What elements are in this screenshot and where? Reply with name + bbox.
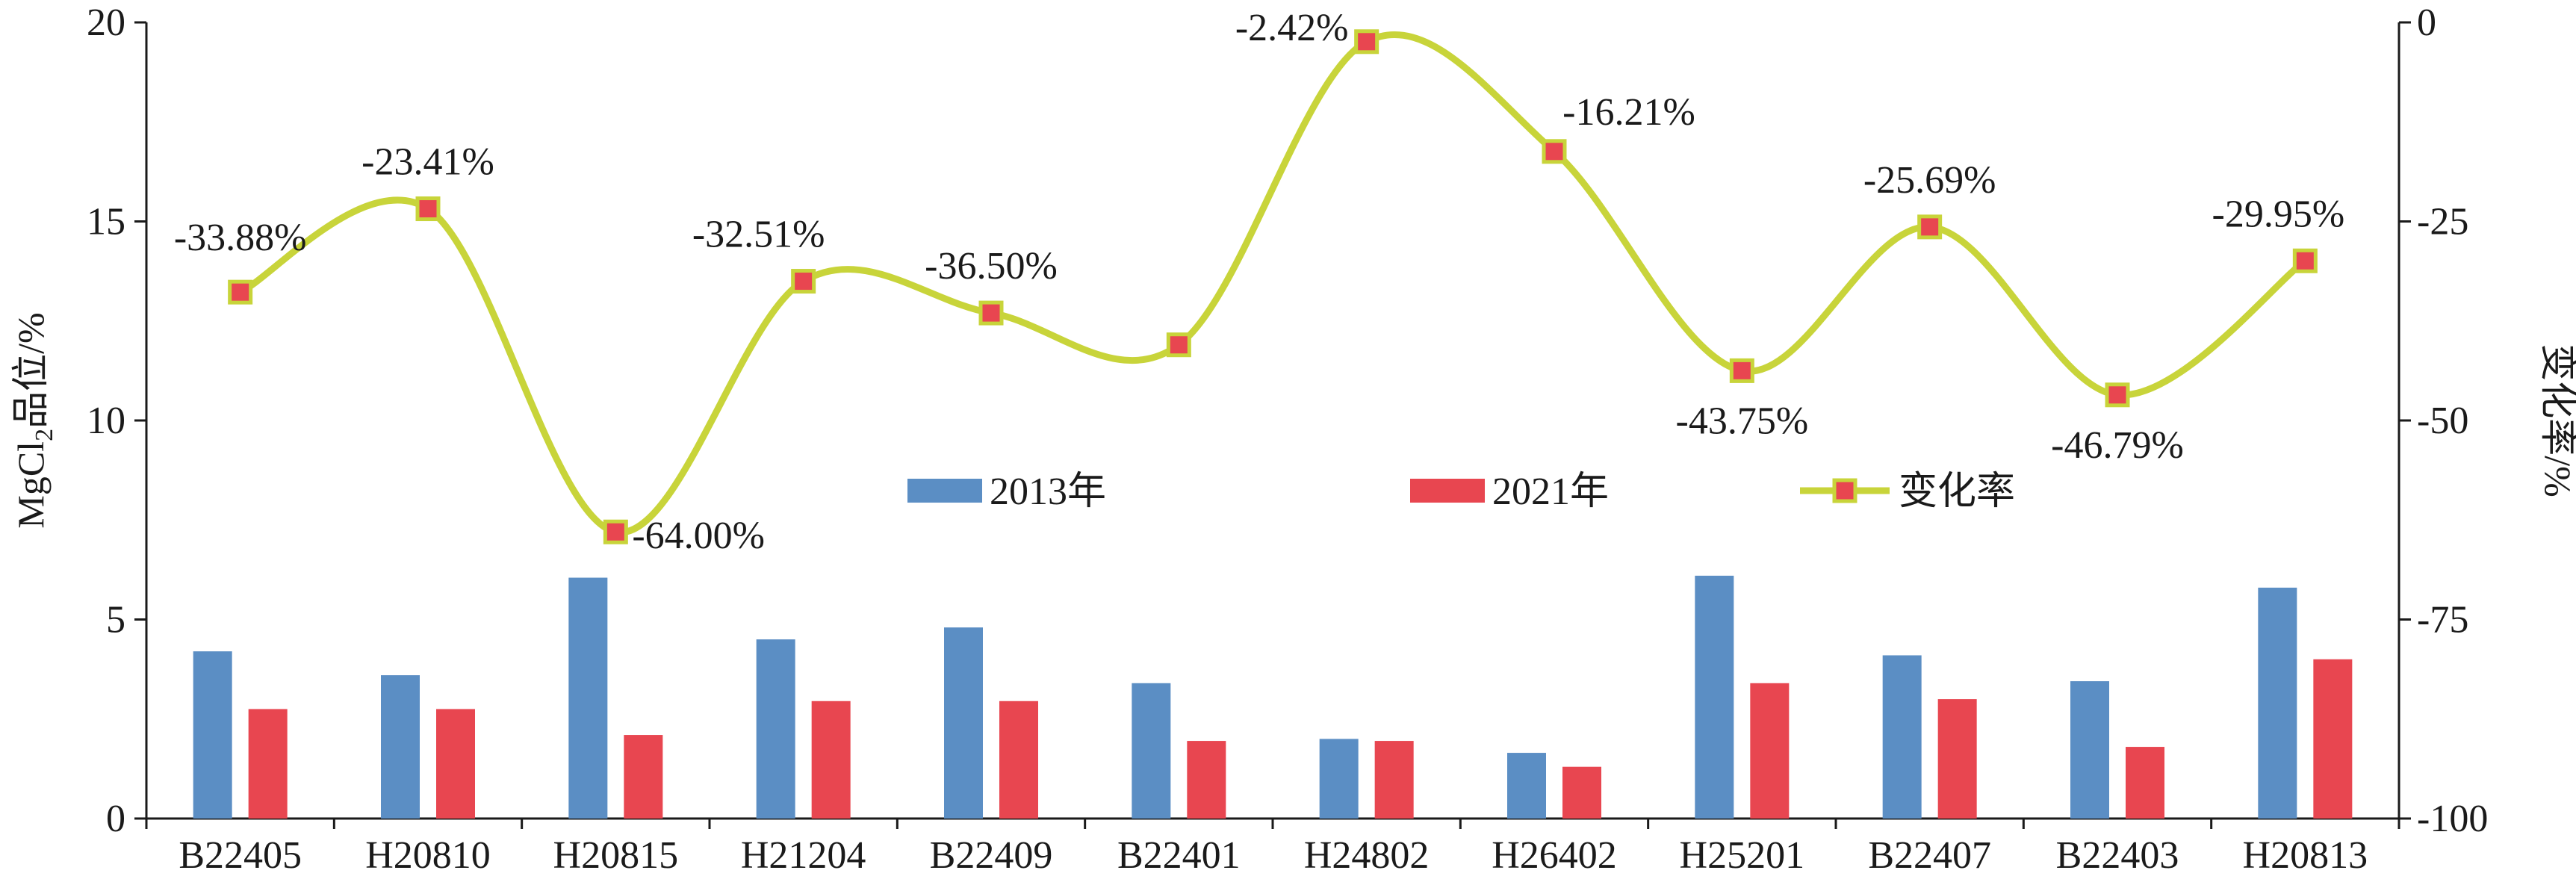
rate-marker bbox=[2292, 248, 2318, 273]
legend-2013-label: 2013年 bbox=[990, 470, 1106, 513]
x-tick-label: B22409 bbox=[930, 834, 1053, 877]
bar-2021 bbox=[1750, 683, 1790, 819]
rate-marker bbox=[1354, 29, 1379, 55]
bar-2021 bbox=[2126, 747, 2164, 819]
rate-data-label: -2.42% bbox=[1235, 7, 1349, 49]
y2-axis-title: 变化率/% bbox=[2537, 344, 2576, 497]
rate-data-label: -36.50% bbox=[925, 245, 1058, 288]
y-axis-title: MgCl2品位/% bbox=[10, 312, 58, 528]
bar-2021 bbox=[1374, 741, 1414, 819]
y2-tick-label: -25 bbox=[2417, 201, 2468, 243]
legend: 2013年 2021年 变化率 bbox=[907, 470, 2015, 513]
bar-2013 bbox=[1132, 683, 1171, 819]
bar-2021 bbox=[2313, 659, 2353, 819]
data-labels: -33.88% -23.41% -64.00% -32.51% -36.50% -2.42… bbox=[174, 7, 2344, 557]
rate-marker bbox=[1917, 214, 1943, 240]
x-tick-label: H24802 bbox=[1304, 834, 1430, 877]
rate-data-label: -29.95% bbox=[2212, 193, 2345, 235]
bar-2013 bbox=[1319, 739, 1359, 819]
bar-2013 bbox=[1507, 753, 1546, 819]
bar-2013 bbox=[568, 577, 608, 819]
legend-2021-label: 2021年 bbox=[1492, 470, 1609, 513]
rate-marker bbox=[791, 269, 816, 294]
rate-marker bbox=[978, 300, 1004, 326]
rate-data-label: -64.00% bbox=[632, 515, 765, 557]
legend-rate-marker bbox=[1832, 478, 1857, 503]
rate-data-label: -43.75% bbox=[1676, 400, 1809, 442]
y-axis-title-rest: 品位/% bbox=[10, 312, 52, 429]
x-tick-label: H25201 bbox=[1680, 834, 1805, 877]
legend-rate-label: 变化率 bbox=[1899, 470, 2015, 513]
bar-2013 bbox=[1695, 575, 1734, 819]
bar-2013 bbox=[381, 675, 420, 819]
x-tick-label: H21204 bbox=[741, 834, 866, 877]
rate-data-label: -25.69% bbox=[1863, 159, 1996, 202]
rate-data-label: -46.79% bbox=[2051, 424, 2184, 467]
y-tick-label: 10 bbox=[87, 400, 125, 442]
y-tick-label: 0 bbox=[106, 798, 125, 840]
bar-2013 bbox=[756, 639, 795, 819]
rate-marker bbox=[415, 196, 441, 222]
y2-tick-label: -50 bbox=[2417, 400, 2468, 442]
y-tick-label: 20 bbox=[87, 1, 125, 44]
axes: 0 5 10 15 20 -100 -75 -50 -25 0 B22405 H20810 H20815… bbox=[10, 1, 2576, 877]
rate-data-label: -23.41% bbox=[361, 141, 494, 184]
bar-2021 bbox=[811, 701, 851, 819]
bar-2021 bbox=[999, 701, 1038, 819]
bar-2021 bbox=[1937, 699, 1977, 819]
rate-marker bbox=[603, 519, 628, 544]
bars bbox=[193, 575, 2353, 819]
bar-2013 bbox=[193, 651, 232, 819]
x-tick-label: B22401 bbox=[1117, 834, 1241, 877]
y-tick-label: 5 bbox=[106, 599, 125, 642]
rate-curve bbox=[238, 31, 2307, 536]
rate-marker bbox=[2105, 382, 2130, 408]
bar-2021 bbox=[1562, 766, 1601, 819]
x-tick-label: B22403 bbox=[2056, 834, 2179, 877]
x-tick-label: H20813 bbox=[2243, 834, 2368, 877]
y-axis-title-main: MgCl bbox=[10, 441, 52, 529]
rate-marker bbox=[1166, 332, 1191, 358]
x-tick-label: H20810 bbox=[365, 834, 491, 877]
bar-2021 bbox=[248, 709, 288, 819]
bar-2021 bbox=[1187, 741, 1226, 819]
legend-2021-swatch bbox=[1410, 479, 1485, 503]
bar-2021 bbox=[624, 735, 663, 819]
y2-tick-label: -100 bbox=[2417, 798, 2488, 840]
y-axis-title-sub: 2 bbox=[31, 429, 58, 441]
bar-2021 bbox=[436, 709, 475, 819]
bar-2013 bbox=[1882, 655, 1922, 819]
y2-tick-label: 0 bbox=[2417, 1, 2436, 44]
rate-line bbox=[228, 29, 2318, 544]
y2-tick-label: -75 bbox=[2417, 599, 2468, 642]
legend-2013-swatch bbox=[907, 479, 982, 503]
x-tick-label: B22407 bbox=[1868, 834, 1991, 877]
x-tick-label: H20815 bbox=[553, 834, 679, 877]
bar-2013 bbox=[944, 627, 983, 819]
rate-data-label: -16.21% bbox=[1562, 91, 1695, 134]
rate-marker bbox=[1729, 358, 1754, 383]
x-tick-label: H26402 bbox=[1492, 834, 1617, 877]
rate-data-label: -33.88% bbox=[174, 217, 307, 259]
rate-marker bbox=[1542, 139, 1567, 164]
rate-marker bbox=[228, 279, 253, 305]
bar-2013 bbox=[2070, 681, 2109, 819]
bar-2013 bbox=[2258, 587, 2297, 819]
x-tick-label: B22405 bbox=[179, 834, 302, 877]
y-tick-label: 15 bbox=[87, 201, 125, 243]
rate-data-label: -32.51% bbox=[692, 214, 825, 256]
